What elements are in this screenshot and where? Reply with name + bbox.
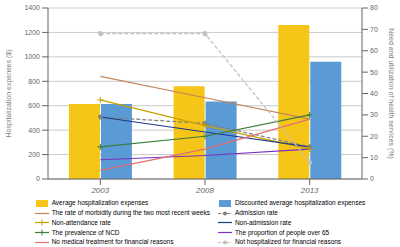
- svg-text:60: 60: [370, 47, 378, 54]
- html-text:No medical treatment for finan: No medical treatment for financial reaso…: [51, 238, 174, 246]
- svg-text:10: 10: [370, 154, 378, 161]
- svg-text:70: 70: [370, 26, 378, 33]
- html-text:Discounted average hospitaliza: Discounted average hospitalization expen…: [234, 199, 366, 207]
- svg-text:80: 80: [370, 4, 378, 11]
- svg-text:Need and utilization of health: Need and utilization of health services …: [387, 28, 392, 159]
- svg-text:400: 400: [28, 127, 40, 134]
- html-text:The rate of morbidity during t: The rate of morbidity during the two mos…: [51, 208, 210, 216]
- svg-text:Hospitalization expenses ($): Hospitalization expenses ($): [8, 50, 13, 138]
- svg-text:30: 30: [370, 111, 378, 118]
- svg-text:2013: 2013: [300, 186, 319, 195]
- svg-text:40: 40: [370, 90, 378, 97]
- html-text:The proportion of people over: The proportion of people over 65: [234, 228, 330, 236]
- svg-text:1400: 1400: [24, 4, 40, 11]
- svg-text:200: 200: [28, 151, 40, 158]
- html-text:Not hospitalized for financial: Not hospitalized for financial reasons: [234, 238, 342, 246]
- html-text:Non-attendance rate: Non-attendance rate: [51, 218, 111, 226]
- html-text:The prevalence of NCD: The prevalence of NCD: [51, 228, 120, 236]
- svg-text:20: 20: [370, 133, 378, 140]
- svg-text:1000: 1000: [24, 53, 40, 60]
- html-text:Admission rate: Admission rate: [234, 208, 278, 216]
- html-text:Average hospitalization expens: Average hospitalization expenses: [51, 199, 149, 207]
- svg-text:1200: 1200: [24, 29, 40, 36]
- svg-text:2008: 2008: [195, 186, 214, 195]
- svg-text:2003: 2003: [90, 186, 109, 195]
- svg-text:50: 50: [370, 69, 378, 76]
- html-text:Non-admission rate: Non-admission rate: [234, 218, 292, 226]
- svg-text:600: 600: [28, 102, 40, 109]
- svg-text:0: 0: [370, 175, 374, 182]
- svg-text:800: 800: [28, 78, 40, 85]
- svg-text:0: 0: [36, 175, 40, 182]
